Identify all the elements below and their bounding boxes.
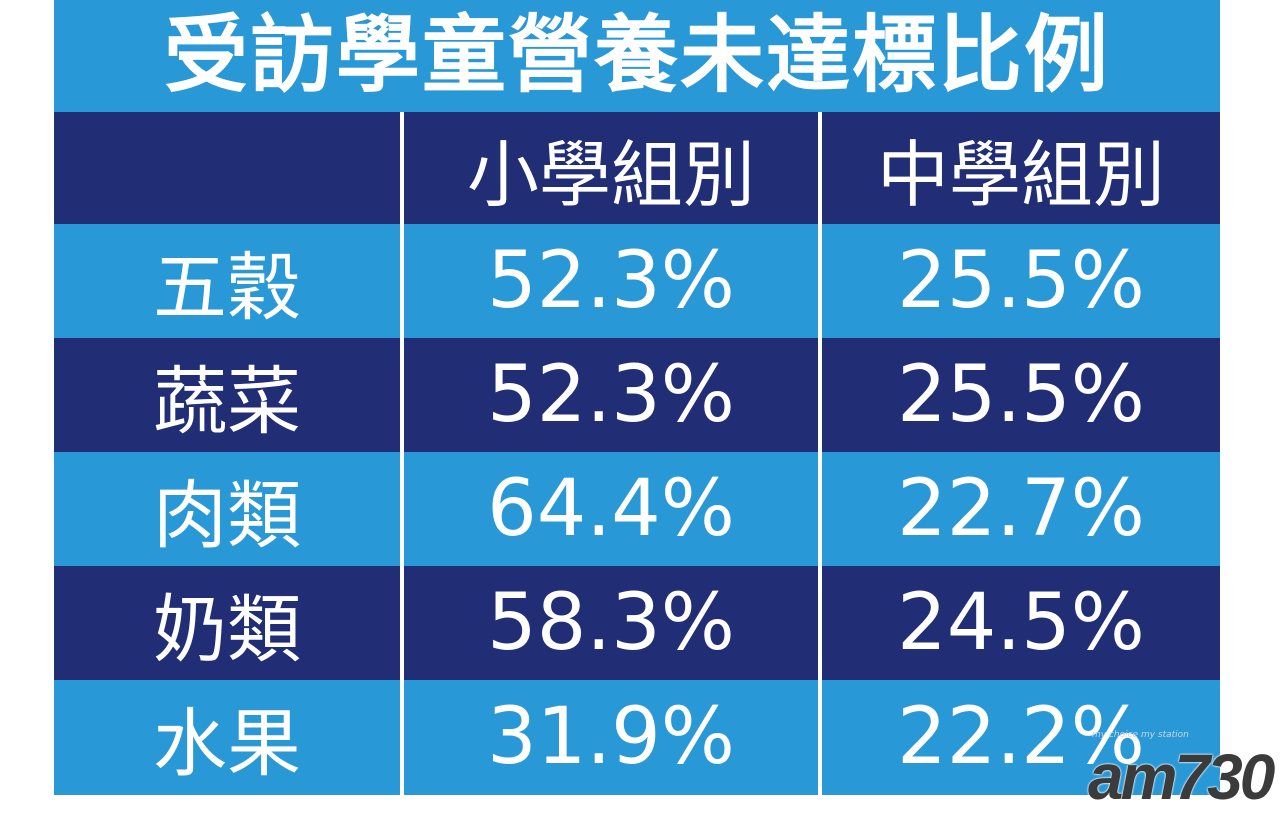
row-label: 蔬菜	[153, 358, 301, 445]
table-row: 水果 31.9% 22.2%	[54, 680, 1220, 794]
secondary-school-value: 25.5%	[897, 350, 1145, 440]
primary-school-value: 31.9%	[487, 692, 735, 782]
table-row: 五穀 52.3% 25.5%	[54, 224, 1220, 338]
primary-school-value: 64.4%	[487, 464, 735, 554]
secondary-school-value: 22.2%	[897, 692, 1145, 782]
row-label: 水果	[153, 700, 301, 787]
row-label: 五穀	[153, 244, 301, 331]
secondary-school-value: 24.5%	[897, 578, 1145, 668]
primary-school-value: 52.3%	[487, 236, 735, 326]
column-divider	[818, 112, 822, 795]
secondary-school-value: 25.5%	[897, 236, 1145, 326]
primary-school-value: 58.3%	[487, 578, 735, 668]
table-header-row: 小學組別 中學組別	[54, 112, 1220, 224]
header-secondary-school: 中學組別	[876, 132, 1165, 217]
header-blank-cell	[54, 112, 400, 224]
column-divider	[400, 112, 404, 795]
row-label: 肉類	[153, 472, 301, 559]
nutrition-table: 受訪學童營養未達標比例 小學組別 中學組別 五穀 52.3% 25.5% 蔬菜 52.3…	[54, 0, 1220, 795]
header-primary-school: 小學組別	[466, 132, 755, 217]
table-title: 受訪學童營養未達標比例	[163, 6, 1110, 104]
table-row: 奶類 58.3% 24.5%	[54, 566, 1220, 680]
secondary-school-value: 22.7%	[897, 464, 1145, 554]
primary-school-value: 52.3%	[487, 350, 735, 440]
table-row: 肉類 64.4% 22.7%	[54, 452, 1220, 566]
table-row: 蔬菜 52.3% 25.5%	[54, 338, 1220, 452]
row-label: 奶類	[153, 586, 301, 673]
